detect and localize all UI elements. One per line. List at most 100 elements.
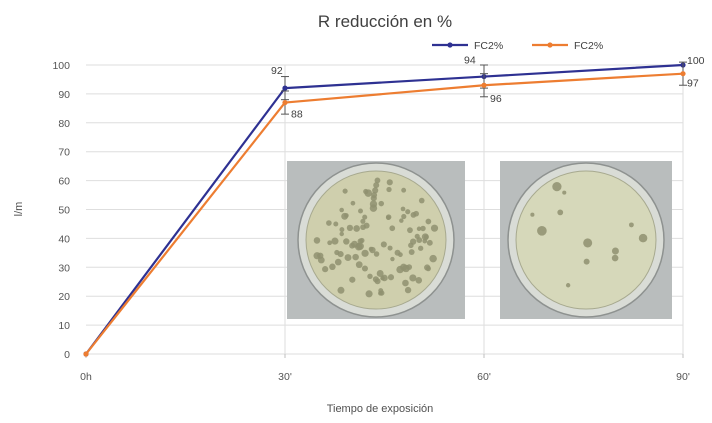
colony [409,274,417,282]
colony [337,286,345,294]
colony [350,200,356,206]
colony [389,225,396,232]
colony [343,238,350,245]
x-tick-label: 60' [477,371,491,383]
colony [346,224,354,231]
x-tick-label: 90' [676,371,690,383]
colony [397,252,403,258]
colony [530,212,535,217]
colony [339,227,345,233]
x-tick-label: 30' [278,371,292,383]
data-label: 100 [687,55,705,67]
series-line [85,72,684,355]
colony [374,177,381,184]
y-tick-label: 30 [58,262,70,274]
x-tick-label: 0h [80,371,92,383]
colony [415,277,423,284]
colony [413,210,419,217]
series-2: 88 96 97 [83,61,699,357]
colony [418,245,424,251]
colony [327,240,333,246]
colony [369,200,378,208]
colony [611,247,619,255]
colony [628,222,634,228]
colony [331,237,339,245]
colony [407,227,413,234]
y-tick-label: 40 [58,233,70,245]
y-tick-label: 50 [58,205,70,217]
colony [322,266,329,273]
colony [339,231,344,237]
colony [405,209,411,215]
inset-images [287,161,672,319]
colony [371,191,378,199]
colony [386,179,393,186]
colony [342,188,348,194]
data-point [83,351,89,357]
colony [416,226,422,232]
petri-dish-many-colonies [287,161,465,319]
colony [361,265,368,272]
colony [333,221,339,227]
colony [583,238,593,248]
colony [344,254,352,262]
colony [326,220,332,226]
colony [313,237,321,244]
data-point [481,82,487,88]
colony [565,283,571,288]
y-tick-label: 0 [64,349,70,361]
series-line [85,63,684,355]
colony [420,225,426,232]
colony [313,252,321,260]
colony [387,274,395,281]
colony [416,237,423,243]
data-label: 97 [687,78,699,90]
y-tick-label: 10 [58,320,70,332]
series-layer: 92 94 100 88 96 97 [83,55,705,357]
data-label: 92 [271,65,283,77]
axes: 0 10 20 30 40 50 60 70 80 90 100 0h 30' 60' 90' [52,60,689,383]
colony [373,251,380,257]
y-tick-label: 90 [58,89,70,101]
colony [426,239,433,246]
colony [337,251,344,258]
colony [638,233,648,243]
y-tick-label: 80 [58,118,70,130]
colony [390,256,395,262]
colony [339,207,344,213]
data-label: 88 [291,109,303,121]
colony [317,256,325,264]
colony [372,276,379,283]
chart-title: R reducción en % [318,12,452,31]
colony [429,254,437,263]
colony [425,218,432,225]
colony [583,258,590,265]
colony [611,254,619,262]
colony [353,225,360,232]
colony [396,265,404,274]
colony [378,200,385,207]
colony [367,273,373,280]
colony [364,189,372,197]
y-tick-label: 100 [52,60,70,72]
colony [376,270,384,277]
colony [360,218,366,224]
colony [399,218,404,223]
colony [430,224,439,232]
legend-label: FC2% [574,40,603,52]
legend-item: FC2% [432,40,503,52]
colony [552,182,562,192]
colony [401,213,407,220]
agar-surface [305,170,447,310]
x-axis-title: Tiempo de exposición [327,403,434,415]
colony [357,238,364,244]
colony [365,290,373,298]
colony [362,214,368,220]
colony [356,242,364,250]
colony [401,187,407,193]
colony [557,209,564,216]
colony [425,266,431,272]
colony [349,276,356,283]
legend-marker [447,42,453,48]
